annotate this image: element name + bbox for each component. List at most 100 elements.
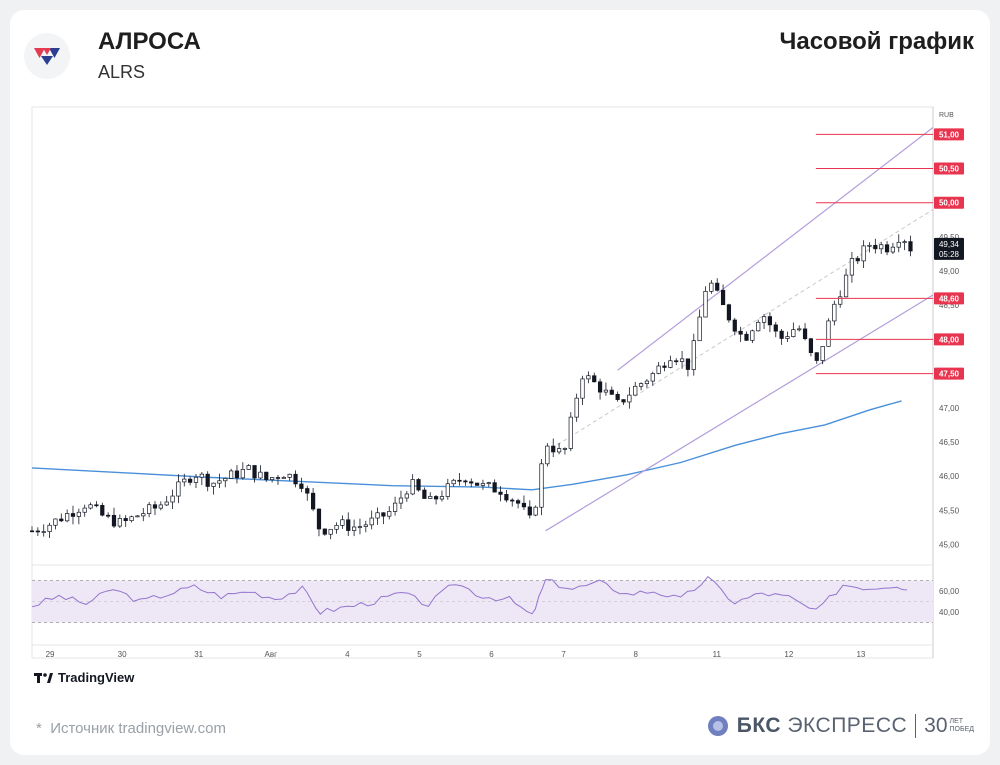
candle-body — [299, 483, 304, 489]
candle — [527, 500, 532, 519]
candle — [802, 323, 808, 341]
moving-average-line — [31, 400, 902, 491]
candle-body — [445, 483, 450, 497]
candle-body — [352, 526, 357, 531]
candle-body — [152, 504, 158, 509]
candle — [258, 465, 263, 480]
candle — [615, 391, 620, 402]
candle — [463, 479, 468, 486]
candle — [457, 472, 462, 486]
candle-body — [229, 470, 234, 479]
candle-body — [170, 495, 175, 503]
candle — [82, 504, 87, 517]
candle-body — [697, 316, 702, 342]
candle — [486, 481, 491, 487]
candle-body — [902, 241, 907, 243]
candle — [322, 528, 327, 536]
candle — [246, 464, 251, 470]
time-axis-label: 13 — [856, 650, 865, 659]
candle-body — [832, 303, 837, 322]
candle-body — [638, 383, 644, 387]
candle — [633, 381, 638, 396]
candle-body — [802, 328, 808, 340]
time-axis-label: 12 — [784, 650, 793, 659]
candle — [123, 515, 128, 527]
candle — [88, 502, 93, 510]
candle-body — [668, 360, 673, 368]
candle — [164, 495, 169, 507]
candle-body — [433, 496, 439, 500]
bks-brand: БКС ЭКСПРЕСС 30 ЛЕТ ПОБЕД — [707, 714, 974, 738]
candle — [867, 242, 872, 253]
candle-body — [188, 478, 193, 483]
candle — [474, 482, 480, 486]
candle — [35, 527, 40, 536]
candle-body — [603, 389, 609, 393]
candle — [252, 465, 257, 483]
candle-body — [398, 497, 404, 504]
candle — [229, 468, 234, 479]
candle — [182, 473, 187, 487]
candle-body — [217, 480, 222, 484]
candle-body — [451, 479, 456, 485]
candle-body — [843, 274, 849, 298]
level-tag — [934, 162, 964, 175]
candle — [826, 318, 831, 347]
candle — [346, 512, 351, 536]
candle-body — [884, 244, 890, 253]
last-price-tag — [934, 237, 964, 260]
bks-brand-rest: ЭКСПРЕСС — [787, 714, 908, 737]
candle — [603, 382, 609, 396]
candle-body — [158, 504, 163, 509]
candle-body — [457, 479, 462, 482]
candle — [539, 458, 544, 516]
level-tag-label: 51,00 — [939, 130, 960, 139]
candle — [685, 358, 691, 377]
candle — [234, 465, 240, 484]
candle-body — [328, 528, 333, 535]
years-badge: 30 ЛЕТ ПОБЕД — [924, 714, 974, 738]
candle — [650, 371, 655, 386]
candle — [738, 326, 743, 342]
candle-body — [756, 321, 761, 332]
candle — [369, 510, 374, 530]
candle-body — [545, 445, 550, 465]
candle — [217, 473, 222, 489]
years-caption-bottom: ПОБЕД — [949, 726, 974, 733]
candle — [65, 509, 70, 523]
candle — [674, 358, 679, 366]
candle — [797, 325, 802, 332]
candle-body — [264, 471, 269, 480]
candle — [76, 508, 81, 525]
currency-label: RUB — [939, 112, 954, 119]
bks-brand-bold: БКС — [736, 714, 782, 737]
level-tag — [934, 333, 964, 346]
candle — [750, 329, 755, 344]
level-tag-label: 50,50 — [939, 165, 960, 174]
candle — [521, 495, 527, 511]
price-tick-label: 45,50 — [939, 506, 960, 515]
candle — [30, 526, 35, 533]
candle-body — [597, 381, 603, 393]
candle — [562, 447, 568, 455]
candle-body — [322, 528, 327, 535]
candle — [59, 513, 64, 523]
candle — [843, 268, 849, 298]
candle-body — [738, 330, 743, 335]
candle — [814, 352, 819, 364]
candle-body — [510, 499, 515, 502]
candle-body — [773, 324, 778, 332]
candle-body — [521, 502, 527, 508]
candle — [340, 515, 345, 529]
candle — [311, 487, 316, 512]
candle-body — [609, 389, 614, 395]
candle — [106, 512, 111, 519]
candle-body — [311, 492, 316, 510]
source-asterisk: * — [36, 720, 42, 737]
candle-body — [375, 512, 380, 519]
candle — [111, 507, 117, 529]
candle-body — [129, 516, 134, 522]
candle-body — [808, 338, 814, 354]
candle-body — [562, 448, 568, 450]
price-tick-label: 49,00 — [939, 267, 960, 276]
